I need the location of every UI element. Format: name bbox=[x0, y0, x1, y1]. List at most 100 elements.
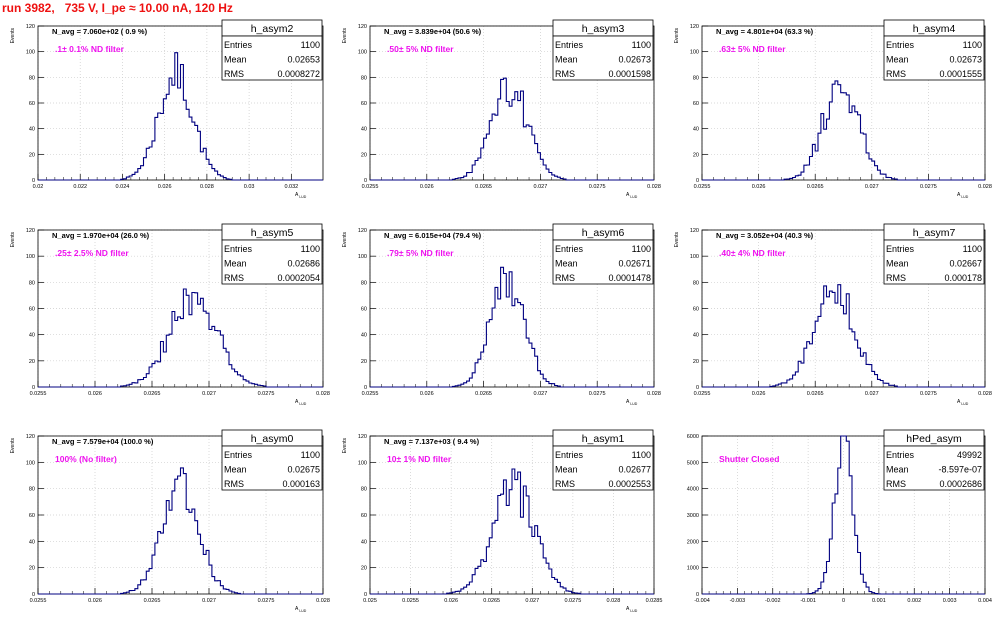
y-tick-label: 20 bbox=[29, 359, 35, 365]
y-tick-label: 20 bbox=[361, 359, 367, 365]
histogram-title: N_avg = 6.015e+04 (79.4 %) bbox=[384, 231, 482, 240]
x-tick-label: 0.026 bbox=[752, 391, 766, 397]
y-axis-label: Events bbox=[342, 28, 348, 44]
stats-label-mean: Mean bbox=[555, 465, 578, 475]
filter-annotation: .50± 5% ND filter bbox=[387, 44, 454, 54]
histogram-series bbox=[38, 52, 323, 181]
x-axis-label: A LUD bbox=[295, 192, 307, 199]
x-tick-label: -0.002 bbox=[765, 598, 781, 604]
y-tick-label: 60 bbox=[29, 513, 35, 519]
stats-label-rms: RMS bbox=[555, 479, 575, 489]
filter-annotation: .1± 0.1% ND filter bbox=[55, 44, 125, 54]
stats-histogram-name: h_asym6 bbox=[582, 227, 625, 239]
filter-annotation: .63± 5% ND filter bbox=[719, 44, 786, 54]
stats-value-entries: 49992 bbox=[957, 450, 982, 460]
stats-value-rms: 0.000163 bbox=[282, 479, 320, 489]
x-tick-label: 0.0265 bbox=[144, 391, 161, 397]
x-tick-label: 0.028 bbox=[978, 391, 992, 397]
y-tick-label: 120 bbox=[690, 24, 699, 30]
stats-label-entries: Entries bbox=[224, 40, 253, 50]
histogram-title: N_avg = 7.579e+04 (100.0 %) bbox=[52, 437, 154, 446]
histogram-panel-h_asym3: 0.0255 0.026 0.0265 0.027 0.0275 0.028 0 20 40 60… bbox=[342, 19, 661, 199]
histogram-title: N_avg = 3.839e+04 (50.6 %) bbox=[384, 27, 482, 36]
stats-value-mean: 0.02686 bbox=[287, 259, 320, 269]
x-tick-label: 0.0255 bbox=[362, 391, 379, 397]
stats-value-rms: 0.0001598 bbox=[608, 69, 651, 79]
y-tick-label: 40 bbox=[29, 333, 35, 339]
y-tick-label: 60 bbox=[361, 307, 367, 313]
x-tick-label: -0.003 bbox=[730, 598, 746, 604]
histogram-title: N_avg = 3.052e+04 (40.3 %) bbox=[716, 231, 814, 240]
y-tick-label: 0 bbox=[696, 385, 699, 391]
x-tick-label: 0.026 bbox=[752, 184, 766, 190]
y-tick-label: 60 bbox=[361, 101, 367, 107]
stats-label-mean: Mean bbox=[224, 259, 247, 269]
y-axis-label: Events bbox=[10, 232, 16, 248]
stats-value-entries: 1100 bbox=[301, 450, 320, 460]
y-tick-label: 100 bbox=[26, 254, 35, 260]
y-tick-label: 5000 bbox=[687, 460, 699, 466]
y-tick-label: 40 bbox=[361, 127, 367, 133]
stats-value-mean: 0.02653 bbox=[287, 55, 320, 65]
y-tick-label: 60 bbox=[361, 513, 367, 519]
stats-value-mean: 0.02667 bbox=[949, 259, 982, 269]
x-tick-label: 0.004 bbox=[978, 598, 992, 604]
stats-value-mean: 0.02675 bbox=[287, 465, 320, 475]
stats-body bbox=[552, 445, 654, 491]
stats-label-entries: Entries bbox=[886, 244, 915, 254]
y-tick-label: 40 bbox=[29, 539, 35, 545]
stats-histogram-name: h_asym5 bbox=[251, 227, 294, 239]
x-tick-label: 0.0265 bbox=[475, 184, 492, 190]
y-tick-label: 0 bbox=[696, 178, 699, 184]
y-tick-label: 120 bbox=[26, 228, 35, 234]
stats-box: h_asym1 Entries 1100 Mean 0.02677 RMS 0.000255… bbox=[552, 429, 654, 491]
stats-body bbox=[883, 239, 985, 285]
stats-value-entries: 1100 bbox=[301, 244, 320, 254]
histogram-series bbox=[38, 288, 323, 388]
canvas-title: run 3982, 735 V, I_pe ≈ 10.00 nA, 120 Hz bbox=[2, 1, 233, 15]
x-tick-label: 0.026 bbox=[420, 184, 434, 190]
filter-annotation: .40± 4% ND filter bbox=[719, 248, 786, 258]
stats-value-rms: 0.0002054 bbox=[277, 273, 320, 283]
stats-value-entries: 1100 bbox=[963, 244, 982, 254]
y-tick-label: 4000 bbox=[687, 487, 699, 493]
y-tick-label: 120 bbox=[358, 228, 367, 234]
histogram-title: N_avg = 7.060e+02 ( 0.9 %) bbox=[52, 27, 148, 36]
x-tick-label: 0.0265 bbox=[807, 184, 824, 190]
x-tick-label: 0.027 bbox=[534, 184, 548, 190]
x-axis-label: A LUD bbox=[295, 399, 307, 406]
y-tick-label: 80 bbox=[361, 280, 367, 286]
x-axis-label: A LUD bbox=[295, 606, 307, 613]
y-tick-label: 0 bbox=[696, 592, 699, 598]
x-tick-label: 0.028 bbox=[316, 391, 330, 397]
y-tick-label: 20 bbox=[29, 566, 35, 572]
y-tick-label: 40 bbox=[693, 333, 699, 339]
stats-label-mean: Mean bbox=[555, 259, 578, 269]
y-tick-label: 100 bbox=[358, 460, 367, 466]
histogram-series bbox=[370, 468, 654, 595]
histogram-title: N_avg = 1.970e+04 (26.0 %) bbox=[52, 231, 150, 240]
filter-annotation: 100% (No filter) bbox=[55, 454, 117, 464]
histogram-panel-h_asym6: 0.0255 0.026 0.0265 0.027 0.0275 0.028 0 20 40 60… bbox=[342, 223, 661, 406]
stats-box: h_asym3 Entries 1100 Mean 0.02673 RMS 0.000159… bbox=[552, 19, 654, 81]
stats-box: hPed_asym Entries 49992 Mean -8.597e-07 RMS 0.… bbox=[883, 429, 985, 491]
stats-value-rms: 0.000178 bbox=[944, 273, 982, 283]
x-axis-label: A LUD bbox=[626, 192, 638, 199]
y-tick-label: 80 bbox=[693, 75, 699, 81]
x-tick-label: 0.02 bbox=[33, 184, 44, 190]
stats-value-rms: 0.0001478 bbox=[608, 273, 651, 283]
y-tick-label: 0 bbox=[364, 178, 367, 184]
stats-histogram-name: hPed_asym bbox=[906, 433, 962, 445]
stats-body bbox=[552, 239, 654, 285]
histogram-series bbox=[702, 435, 985, 595]
histogram-series bbox=[702, 284, 985, 388]
stats-body bbox=[221, 35, 323, 81]
y-tick-label: 80 bbox=[361, 75, 367, 81]
filter-annotation: 10± 1% ND filter bbox=[387, 454, 452, 464]
x-tick-label: 0.028 bbox=[978, 184, 992, 190]
y-tick-label: 100 bbox=[26, 50, 35, 56]
stats-body bbox=[221, 239, 323, 285]
stats-value-entries: 1100 bbox=[632, 244, 651, 254]
histogram-panel-h_asym5: 0.0255 0.026 0.0265 0.027 0.0275 0.028 0 20 40 60… bbox=[10, 223, 330, 406]
x-axis-label: A LUD bbox=[957, 399, 969, 406]
